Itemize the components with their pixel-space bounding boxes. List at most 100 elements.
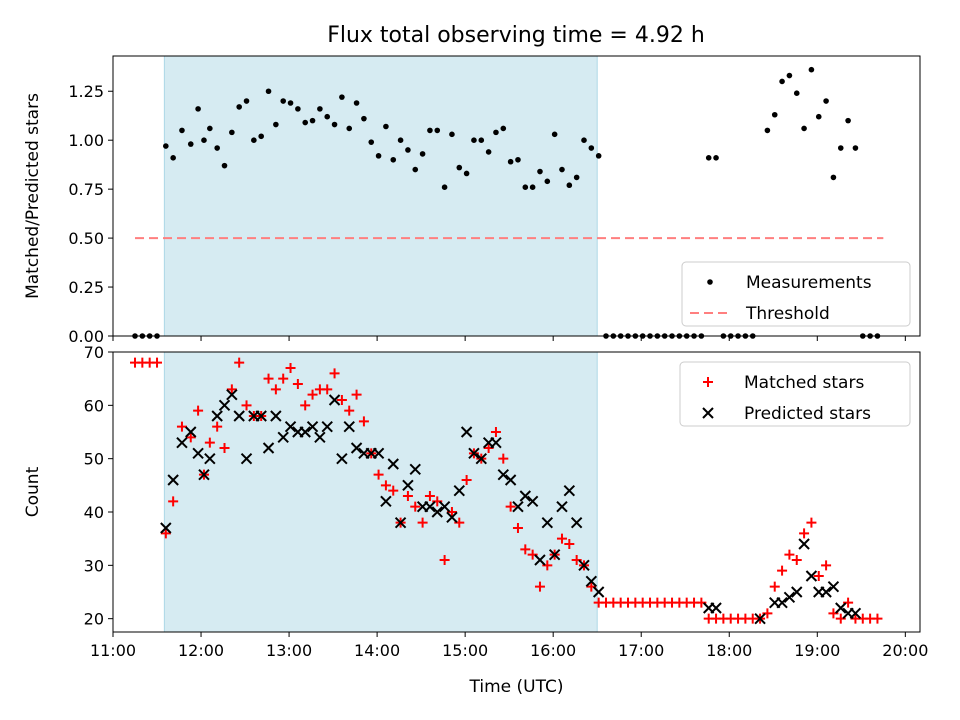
predicted-star-point <box>192 447 204 460</box>
predicted-star-point <box>490 436 502 449</box>
predicted-star-point <box>204 452 216 465</box>
predicted-star-point <box>504 474 517 486</box>
matched-star-point <box>777 565 788 576</box>
predicted-star-point <box>475 452 487 465</box>
measurement-point <box>559 166 565 173</box>
y-tick-label: 0.00 <box>68 327 104 346</box>
matched-star-point <box>410 501 421 512</box>
predicted-star-point <box>526 495 539 508</box>
measurement-point <box>837 145 844 151</box>
predicted-star-point <box>336 452 348 465</box>
predicted-star-point <box>570 516 583 529</box>
measurement-point <box>515 156 521 163</box>
predicted-star-point <box>453 484 465 497</box>
measurement-point <box>317 106 323 112</box>
predicted-star-point <box>548 548 561 561</box>
x-tick-label: 12:00 <box>178 641 224 660</box>
predicted-star-point <box>240 452 253 465</box>
predicted-star-point <box>343 420 355 433</box>
measurement-point <box>207 125 213 132</box>
matched-star-point <box>490 427 501 437</box>
measurement-point <box>390 156 397 163</box>
predicted-star-point <box>350 442 363 454</box>
measurement-point <box>588 145 595 151</box>
measurement-point <box>573 174 580 181</box>
predicted-star-point <box>592 586 605 598</box>
predicted-star-point <box>372 447 385 460</box>
legend-marker <box>702 407 714 419</box>
predicted-star-point <box>820 586 832 598</box>
measurement-point <box>324 113 331 120</box>
predicted-star-point <box>176 436 188 449</box>
matched-star-point <box>278 373 289 384</box>
predicted-star-point <box>380 495 392 508</box>
matched-star-point <box>799 528 810 539</box>
axes-frame <box>112 55 921 337</box>
measurement-point <box>195 106 201 112</box>
measurement-point <box>544 178 551 185</box>
matched-star-point <box>388 485 399 496</box>
measurement-point <box>258 133 264 140</box>
measurement-point <box>339 94 345 100</box>
predicted-star-point <box>776 596 788 609</box>
measurement-point <box>500 125 507 132</box>
legend: Measurements Threshold <box>681 261 911 327</box>
matched-star-point <box>270 384 281 395</box>
predicted-star-point <box>468 447 480 460</box>
matched-star-point <box>152 357 163 368</box>
measurement-point <box>485 149 492 155</box>
predicted-star-point <box>409 463 421 476</box>
matched-star-point <box>351 389 362 400</box>
matched-star-point <box>234 357 245 368</box>
measurement-point <box>771 111 778 118</box>
predicted-star-point <box>556 500 568 513</box>
matched-star-point <box>821 560 832 571</box>
matched-star-point <box>185 432 196 443</box>
matched-star-point <box>564 539 575 549</box>
matched-star-point <box>498 453 509 464</box>
predicted-star-point <box>791 586 803 598</box>
matched-star-point <box>204 437 215 448</box>
predicted-star-point <box>387 458 399 470</box>
matched-star-point <box>285 363 296 373</box>
y-tick-label: 0.50 <box>68 229 104 248</box>
matched-star-point <box>344 405 355 416</box>
y-tick-label: 70 <box>84 343 104 362</box>
bottom-panel: 11:00 12:00 13:00 14:00 15:00 16:00 17:00 18:00… <box>23 343 928 697</box>
matched-star-point <box>872 613 883 624</box>
figure-title: Flux total observing time = 4.92 h <box>327 23 705 48</box>
measurement-point <box>419 151 426 157</box>
measurement-point <box>801 125 807 132</box>
x-tick-label: 19:00 <box>794 641 840 660</box>
y-tick-label: 40 <box>84 503 104 522</box>
measurement-point <box>214 145 220 151</box>
measurement-point <box>786 72 793 79</box>
matched-star-point <box>300 400 311 411</box>
measurement-point <box>273 121 279 128</box>
predicted-star-point <box>754 612 766 625</box>
x-tick-label: 17:00 <box>618 641 664 660</box>
measurement-point <box>309 117 316 124</box>
y-tick-label: 20 <box>84 610 104 629</box>
predicted-star-point <box>512 500 524 513</box>
predicted-star-point <box>446 511 458 524</box>
measurement-point <box>463 170 470 177</box>
y-tick-label: 0.25 <box>68 278 104 297</box>
predicted-star-point <box>805 570 818 582</box>
matched-star-point <box>160 528 171 539</box>
predicted-star-point <box>578 559 590 572</box>
matched-star-point <box>263 373 274 384</box>
x-tick-label: 18:00 <box>706 641 752 660</box>
measurement-point <box>368 139 375 145</box>
matched-star-point <box>417 517 428 528</box>
matched-star-point <box>329 368 340 379</box>
predicted-star-point <box>255 410 267 422</box>
predicted-star-point <box>402 479 414 492</box>
predicted-star-point <box>798 538 810 550</box>
predicted-star-point <box>849 607 862 620</box>
y-tick-label: 1.25 <box>68 82 104 101</box>
predicted-star-point <box>424 500 436 513</box>
matched-star-point <box>461 475 472 485</box>
matched-star-point <box>520 544 531 555</box>
